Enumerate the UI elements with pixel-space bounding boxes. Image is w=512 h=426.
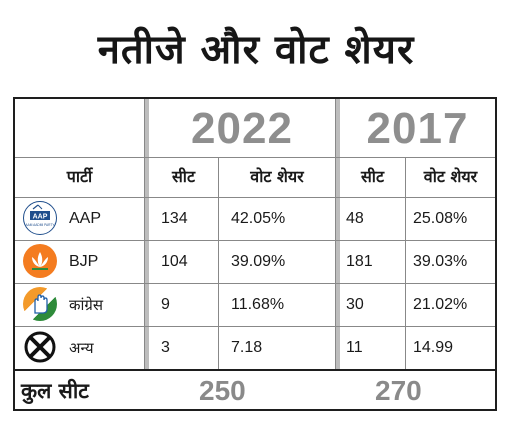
divider-2017	[336, 99, 340, 371]
year-2022: 2022	[191, 104, 293, 153]
seats-2022: 9	[161, 296, 170, 313]
header-seats-2017: सीट	[360, 167, 385, 186]
broom-aap-logo-icon: AAP AAM AADMI PARTY	[23, 201, 57, 235]
vote-2017: 25.08%	[413, 210, 468, 227]
vote-2017: 21.02%	[413, 296, 468, 313]
seats-2017: 181	[346, 253, 373, 270]
divider-2022-inner	[218, 157, 219, 371]
divider-total	[15, 369, 495, 371]
party-name: अन्य	[69, 339, 94, 357]
seats-2022: 134	[161, 210, 188, 227]
vote-2017: 14.99	[413, 339, 454, 356]
party-name: BJP	[69, 253, 99, 270]
divider-mid	[335, 99, 336, 371]
divider-row-3	[15, 326, 495, 327]
aap-logo-text-bottom: AAM AADMI PARTY	[26, 223, 56, 227]
vote-2022: 42.05%	[231, 210, 286, 227]
vote-2022: 11.68%	[231, 296, 285, 313]
vote-2022: 7.18	[231, 339, 263, 356]
seats-2017: 30	[346, 296, 364, 313]
seats-2022: 104	[161, 253, 188, 270]
aap-logo-text-top: AAP	[33, 214, 48, 221]
vote-2017: 39.03%	[413, 253, 468, 270]
seats-2022: 3	[161, 339, 170, 356]
page-title: नतीजे और वोट शेयर	[97, 27, 415, 73]
header-party: पार्टी	[66, 167, 93, 186]
divider-row-0	[15, 197, 495, 198]
ballot-cross-icon	[23, 330, 57, 364]
lotus-icon	[23, 244, 57, 278]
divider-2017-inner	[405, 157, 406, 371]
seats-2017: 48	[346, 210, 364, 227]
total-seats-2017: 270	[375, 375, 422, 406]
hand-icon	[23, 287, 57, 321]
divider-2022	[145, 99, 149, 371]
total-seats-label: कुल सीट	[21, 379, 89, 403]
header-vote-2022: वोट शेयर	[250, 167, 304, 186]
header-vote-2017: वोट शेयर	[423, 167, 478, 186]
seats-2017: 11	[346, 339, 363, 356]
divider-party	[144, 99, 145, 371]
total-seats-2022: 250	[199, 375, 246, 406]
party-name: AAP	[69, 210, 102, 227]
divider-row-2	[15, 283, 495, 284]
year-2017: 2017	[366, 104, 469, 153]
divider-header	[15, 157, 495, 158]
party-name: कांग्रेस	[69, 296, 104, 314]
vote-2022: 39.09%	[231, 253, 286, 270]
results-table: 2022 2017 पार्टी सीट वोट शेयर सीट वोट शे…	[13, 97, 497, 411]
header-seats-2022: सीट	[171, 167, 196, 186]
divider-row-1	[15, 240, 495, 241]
